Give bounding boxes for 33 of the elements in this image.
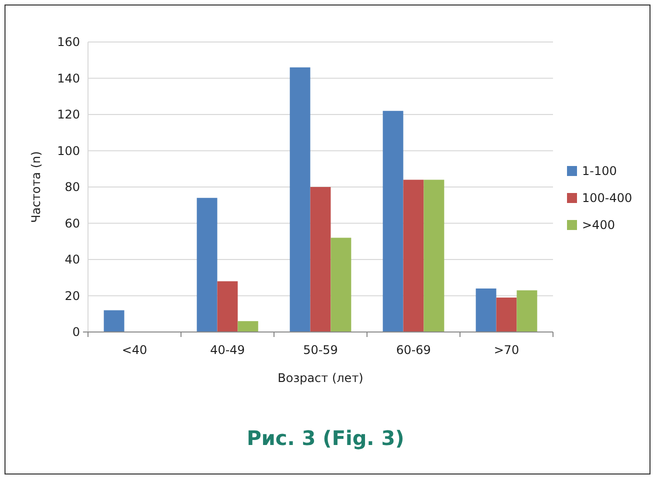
bar [403, 180, 424, 332]
bar [424, 180, 444, 332]
x-tick-label: >70 [494, 343, 520, 357]
bar [196, 198, 218, 332]
y-tick-label: 60 [64, 216, 80, 230]
bar [238, 321, 258, 332]
y-tick-label: 140 [57, 71, 80, 86]
y-tick-label: 0 [72, 325, 80, 340]
y-tick-label: 120 [57, 108, 80, 122]
x-tick-label: <40 [122, 343, 148, 357]
bar [217, 281, 238, 332]
y-axis-title: Частота (n) [29, 151, 43, 223]
bar [476, 288, 496, 332]
legend-label: 1-100 [582, 164, 617, 178]
x-tick-label: 50-59 [303, 343, 338, 357]
y-tick-label: 40 [64, 252, 80, 267]
bar [382, 110, 404, 332]
y-tick-label: 80 [64, 180, 80, 194]
y-tick-label: 20 [64, 288, 80, 303]
x-tick-label: 60-69 [396, 343, 431, 357]
bar [496, 298, 517, 332]
bar [104, 310, 124, 332]
y-tick-label: 160 [57, 35, 80, 50]
x-tick-label: 40-49 [210, 343, 245, 357]
x-axis-title: Возраст (лет) [278, 371, 364, 385]
text: Рис. 3 (Fig. 3) [246, 426, 404, 450]
bar [290, 67, 310, 332]
bar [310, 187, 331, 332]
bar [516, 290, 538, 332]
legend-label: 100-400 [582, 191, 632, 206]
legend-label: >400 [582, 218, 615, 232]
bar [330, 238, 352, 332]
y-tick-label: 100 [57, 144, 80, 158]
